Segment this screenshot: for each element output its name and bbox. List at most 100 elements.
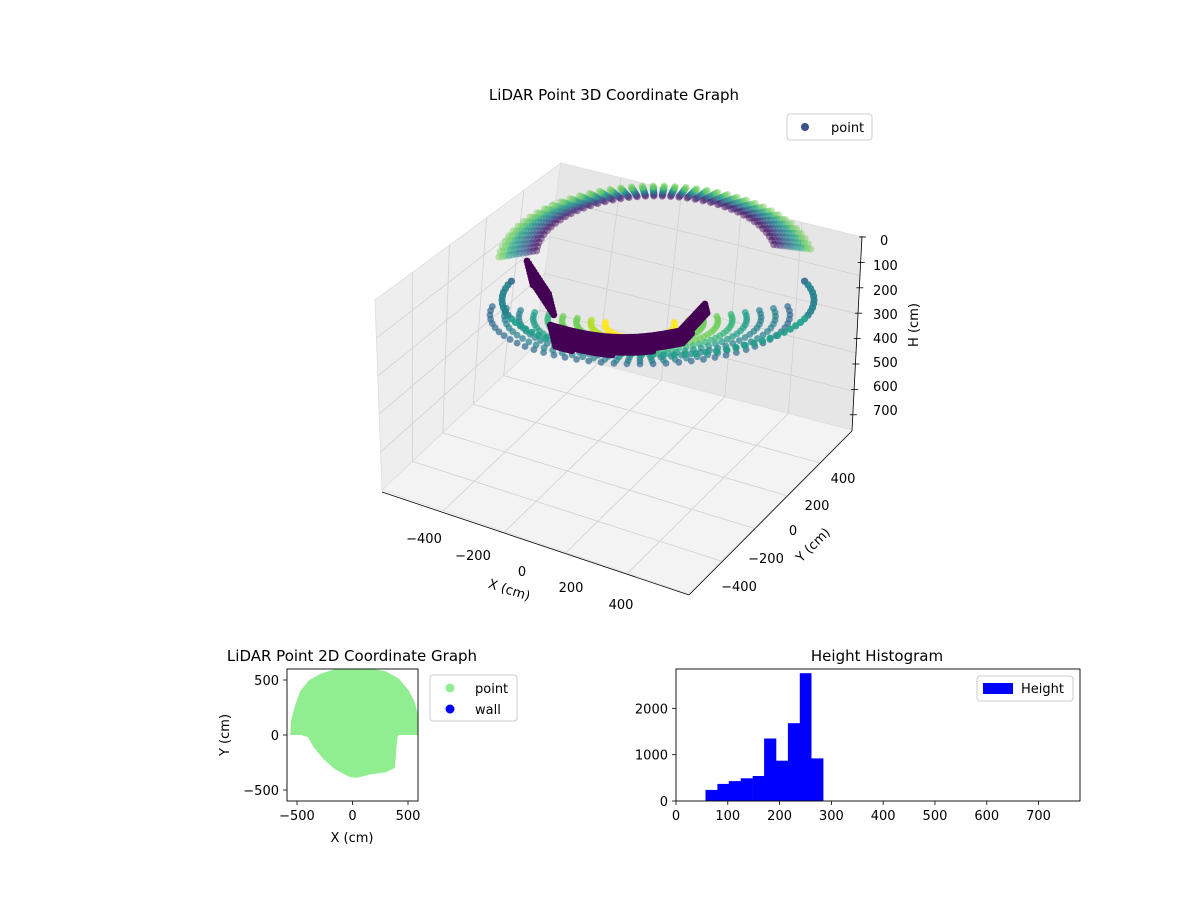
histogram-bars <box>705 673 824 801</box>
point-3d-marker <box>534 227 542 235</box>
point-3d-marker <box>650 188 658 196</box>
histogram-bar <box>776 760 789 801</box>
point-3d-marker <box>604 193 612 201</box>
point-3d-marker <box>613 191 621 199</box>
point-3d-marker <box>518 240 527 248</box>
point-3d-marker <box>782 233 790 241</box>
point-3d-marker <box>761 217 770 225</box>
point-3d-marker <box>723 202 731 210</box>
point-3d-marker <box>577 193 585 201</box>
y-tick-label: 0 <box>789 524 797 539</box>
point-3d-marker <box>541 210 549 218</box>
point-3d-marker <box>502 252 510 260</box>
point-3d-marker <box>588 191 596 199</box>
point-3d-marker <box>640 188 648 196</box>
point-3d-marker <box>532 247 541 255</box>
point-3d-marker <box>764 216 772 225</box>
point-3d-marker <box>747 210 755 218</box>
point-3d-marker <box>751 214 759 222</box>
point-3d-marker <box>758 337 767 345</box>
point-3d-marker <box>591 192 599 200</box>
point-3d-marker <box>650 192 658 200</box>
point-3d-marker <box>609 196 617 204</box>
z-tick-label: 500 <box>873 356 898 371</box>
point-3d-marker <box>659 188 667 196</box>
point-3d-marker <box>798 239 806 247</box>
point-3d-marker <box>721 198 729 206</box>
point-3d-marker <box>590 198 599 206</box>
point-3d-marker <box>698 190 706 198</box>
point-3d-marker <box>772 229 780 237</box>
legend-frame <box>976 675 1074 702</box>
point-3d-marker <box>528 239 537 247</box>
histogram-bar <box>787 723 801 801</box>
point-3d-marker <box>731 200 739 208</box>
point-3d-marker <box>770 216 778 224</box>
point-3d-marker <box>556 216 564 224</box>
point-3d-marker <box>678 189 686 197</box>
point-3d-marker <box>669 188 677 196</box>
point-3d-marker <box>801 235 809 243</box>
point-3d-marker <box>738 203 746 211</box>
point-3d-marker <box>658 192 666 200</box>
gridline <box>442 245 450 433</box>
point-3d-marker <box>788 229 796 237</box>
point-3d-marker <box>543 227 551 235</box>
point-3d-marker <box>740 197 749 205</box>
point-3d-marker <box>756 213 764 221</box>
point-3d-marker <box>519 335 526 342</box>
point-3d-marker <box>751 199 759 207</box>
point-3d-marker <box>640 187 648 195</box>
point-3d-marker <box>714 201 722 209</box>
point-3d-marker <box>632 190 640 198</box>
point-3d-marker <box>551 202 559 210</box>
point-3d-marker <box>569 201 578 209</box>
point-3d-marker <box>599 190 607 198</box>
gridline <box>378 273 546 415</box>
point-3d-marker <box>660 182 668 190</box>
point-3d-marker <box>585 201 593 209</box>
point-3d-marker <box>708 191 716 199</box>
point-3d-marker <box>567 201 576 209</box>
point-3d-marker <box>528 218 537 226</box>
point-3d-marker <box>544 223 552 231</box>
point-3d-marker <box>518 231 526 240</box>
point-3d-marker <box>780 242 788 250</box>
point-3d-marker <box>791 234 799 242</box>
point-3d-marker <box>750 339 758 347</box>
point-3d-marker <box>717 193 725 202</box>
point-3d-marker <box>781 220 789 228</box>
point-3d-marker <box>667 191 676 199</box>
point-3d-marker <box>512 227 520 235</box>
point-3d-marker <box>527 243 535 252</box>
gridline <box>555 199 861 276</box>
point-3d-marker <box>641 189 649 198</box>
point-3d-marker <box>585 189 594 197</box>
point-3d-marker <box>746 331 754 338</box>
point-3d-marker <box>517 222 525 230</box>
point-3d-marker <box>695 192 704 200</box>
point-3d-marker <box>510 246 518 254</box>
point-3d-marker <box>620 187 628 196</box>
point-3d-marker <box>738 197 747 205</box>
point-3d-marker <box>514 222 522 230</box>
point-3d-marker <box>691 195 699 203</box>
point-3d-marker <box>803 245 812 253</box>
point-3d-marker <box>752 204 761 212</box>
legend-frame <box>786 113 873 141</box>
point-3d-marker <box>535 238 543 247</box>
point-3d-marker <box>522 248 530 257</box>
point-3d-marker <box>707 336 715 344</box>
point-3d-marker <box>687 357 695 365</box>
point-3d-marker <box>537 234 545 243</box>
legend-marker-point <box>445 683 455 693</box>
point-3d-marker <box>623 191 631 199</box>
point-3d-marker <box>534 214 542 222</box>
point-3d-marker <box>787 243 795 251</box>
point-3d-marker <box>650 190 658 198</box>
point-3d-marker <box>564 205 572 213</box>
point-3d-marker <box>506 336 514 343</box>
point-3d-marker <box>755 204 763 212</box>
point-3d-marker <box>764 212 772 220</box>
point-3d-marker <box>768 236 776 245</box>
